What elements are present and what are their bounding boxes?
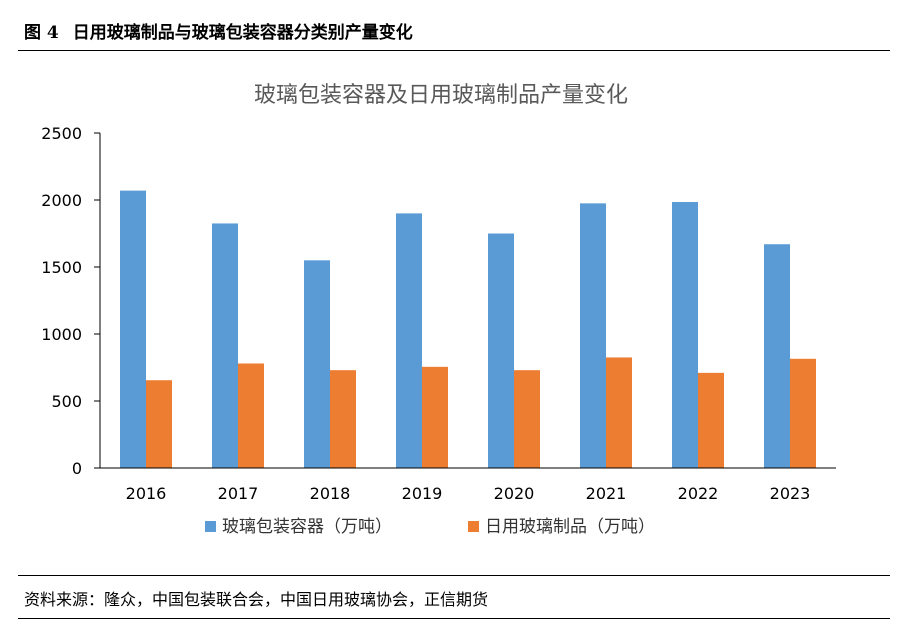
x-tick-label: 2022 <box>678 484 719 503</box>
legend-label: 玻璃包装容器（万吨） <box>222 517 392 537</box>
bar-daily-glass-2022 <box>698 372 724 468</box>
x-tick-label: 2023 <box>770 484 811 503</box>
bar-glass-packaging-2019 <box>396 213 422 468</box>
bar-chart: 玻璃包装容器及日用玻璃制品产量变化 0 500 1000 1500 2000 2500 2… <box>41 83 836 537</box>
figure-number: 图 4 <box>24 23 59 43</box>
bar-glass-packaging-2017 <box>212 223 238 468</box>
x-tick-label: 2019 <box>402 484 443 503</box>
y-tick-label: 1000 <box>41 325 82 344</box>
bottom-rule <box>18 618 890 619</box>
legend-swatch <box>205 521 216 532</box>
bar-glass-packaging-2016 <box>120 190 146 468</box>
y-tick-label: 2500 <box>41 124 82 143</box>
bar-daily-glass-2016 <box>146 380 172 468</box>
chart-title: 玻璃包装容器及日用玻璃制品产量变化 <box>254 83 628 108</box>
bar-glass-packaging-2021 <box>580 203 606 468</box>
x-tick-label: 2016 <box>126 484 167 503</box>
y-tick-label: 500 <box>51 392 82 411</box>
y-tick-label: 0 <box>72 459 82 478</box>
bar-glass-packaging-2022 <box>672 202 698 468</box>
legend-label: 日用玻璃制品（万吨） <box>485 517 655 537</box>
bar-daily-glass-2020 <box>514 370 540 468</box>
bar-daily-glass-2017 <box>238 363 264 468</box>
bar-daily-glass-2019 <box>422 366 448 468</box>
bar-daily-glass-2023 <box>790 358 816 468</box>
y-tick-label: 1500 <box>41 258 82 277</box>
x-tick-label: 2018 <box>310 484 351 503</box>
figure-title: 日用玻璃制品与玻璃包装容器分类别产量变化 <box>72 23 413 43</box>
legend-swatch <box>468 521 479 532</box>
x-tick-label: 2021 <box>586 484 627 503</box>
legend: 玻璃包装容器（万吨） 日用玻璃制品（万吨） <box>205 517 655 537</box>
figure-header: 图 4 日用玻璃制品与玻璃包装容器分类别产量变化 <box>24 18 413 43</box>
bars <box>120 190 816 468</box>
source-note: 资料来源：隆众，中国包装联合会，中国日用玻璃协会，正信期货 <box>24 590 489 609</box>
source-rule <box>18 575 890 576</box>
y-tick-label: 2000 <box>41 191 82 210</box>
x-tick-label: 2020 <box>494 484 535 503</box>
bar-glass-packaging-2020 <box>488 233 514 468</box>
x-axis-ticks: 2016 2017 2018 2019 2020 2021 2022 2023 <box>126 484 811 503</box>
x-tick-label: 2017 <box>218 484 259 503</box>
top-rule <box>18 50 890 51</box>
bar-daily-glass-2021 <box>606 357 632 468</box>
y-axis-ticks: 0 500 1000 1500 2000 2500 <box>41 124 100 478</box>
bar-glass-packaging-2023 <box>764 244 790 468</box>
bar-glass-packaging-2018 <box>304 260 330 468</box>
bar-daily-glass-2018 <box>330 370 356 468</box>
